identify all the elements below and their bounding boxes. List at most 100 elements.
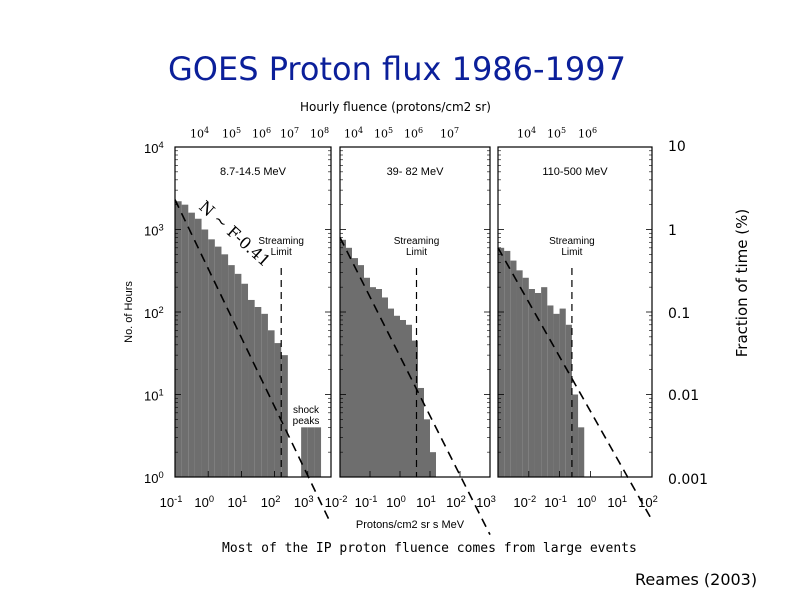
x-tick-label: 101	[607, 494, 627, 510]
histogram-bar	[504, 250, 511, 477]
histogram-bar	[430, 452, 436, 477]
x-tick-label: 102	[446, 494, 466, 510]
fluence-tick: 107	[440, 126, 459, 141]
fluence-tick: 106	[404, 126, 423, 141]
histogram-bar	[352, 258, 358, 477]
panel-energy-label: 8.7-14.5 MeV	[220, 166, 287, 178]
streaming-limit-label: Streaming Limit	[549, 236, 595, 258]
histogram-bar	[565, 324, 572, 477]
streaming-limit-label: Streaming Limit	[258, 236, 304, 258]
fluence-tick-exponent: 4	[204, 126, 210, 135]
fluence-tick: 106	[252, 126, 271, 141]
histogram-bar	[516, 270, 523, 477]
x-tick-label: 101	[228, 494, 248, 510]
histogram-bar	[228, 265, 235, 477]
histogram-bar	[267, 330, 275, 477]
histogram-bar	[571, 394, 579, 477]
histogram-bar	[388, 308, 394, 477]
histogram-bar	[370, 287, 376, 477]
x-tick-label: 10-1	[544, 494, 567, 510]
histogram-bar	[234, 273, 242, 477]
fraction-tick-label: 10	[668, 139, 686, 155]
fluence-tick: 104	[190, 126, 209, 141]
panel-energy-label: 39- 82 MeV	[387, 166, 445, 178]
histogram-bar	[175, 201, 182, 477]
x-tick-label: 100	[386, 494, 406, 510]
y-tick-label: 101	[144, 388, 164, 404]
fluence-tick: 105	[374, 126, 393, 141]
x-tick-label: 10-1	[160, 494, 183, 510]
streaming-limit-label: Streaming Limit	[394, 236, 440, 258]
fluence-tick: 105	[547, 126, 566, 141]
fluence-tick: 107	[280, 126, 299, 141]
histogram-bar	[578, 427, 585, 477]
citation: Reames (2003)	[635, 570, 758, 589]
histogram-bar	[301, 427, 308, 477]
fluence-tick-base: 10	[547, 127, 561, 141]
histogram-bar	[248, 299, 255, 477]
fluence-tick: 108	[310, 126, 329, 141]
histogram-bar	[358, 265, 364, 477]
power-law-fit-line	[339, 237, 491, 536]
chart-layer: 10-1 100 101 102 103 8.7-14.5 MeV Streaming Lim…	[123, 140, 658, 536]
fluence-tick-exponent: 5	[388, 126, 394, 135]
fluence-tick-base: 10	[517, 127, 531, 141]
fluence-tick-exponent: 7	[294, 126, 300, 135]
histogram-bar	[221, 254, 229, 477]
histogram-bar	[281, 355, 288, 477]
fluence-tick-exponent: 6	[592, 126, 598, 135]
fraction-tick-label: 0.1	[668, 306, 691, 322]
chart-panel: 10-1 100 101 102 103 8.7-14.5 MeV Streaming Lim…	[160, 146, 332, 525]
histogram-bar	[314, 427, 322, 477]
fraction-tick-label: 0.01	[668, 388, 700, 404]
histogram-bar	[307, 427, 315, 477]
histogram-bar	[424, 419, 430, 477]
fluence-tick-base: 10	[374, 127, 388, 141]
histogram-bar	[241, 283, 249, 477]
slide-title: GOES Proton flux 1986-1997	[168, 50, 626, 88]
histogram-bar	[208, 239, 215, 477]
chart-panel: 10-2 10-1 100 101 102 103 39- 82 MeV Streaming L…	[325, 146, 496, 536]
histogram-bar	[528, 289, 535, 477]
fluence-tick-exponent: 6	[418, 126, 424, 135]
histogram-bar	[522, 277, 529, 477]
fraction-tick-label: 0.001	[668, 472, 709, 488]
fluence-tick-exponent: 4	[531, 126, 537, 135]
histogram-bar	[188, 212, 195, 477]
fraction-axis-label: Fraction of time (%)	[733, 208, 751, 358]
x-axis-title: Protons/cm2 sr s MeV	[356, 519, 465, 531]
x-tick-label: 101	[416, 494, 436, 510]
histogram-bar	[547, 305, 554, 477]
histogram-bar	[559, 308, 566, 477]
fluence-tick-base: 10	[440, 127, 454, 141]
fluence-tick-base: 10	[222, 127, 236, 141]
histogram-bar	[541, 287, 548, 477]
histogram-bar	[201, 229, 209, 477]
fluence-tick-base: 10	[344, 127, 358, 141]
y-tick-label: 102	[144, 305, 164, 321]
x-tick-label: 100	[194, 494, 214, 510]
x-tick-label: 10-2	[513, 494, 536, 510]
fluence-tick-exponent: 6	[266, 126, 272, 135]
histogram-bar	[394, 315, 400, 477]
histogram-bar	[181, 204, 189, 477]
x-tick-label: 103	[294, 494, 314, 510]
fluence-tick-base: 10	[310, 127, 324, 141]
fluence-tick-base: 10	[190, 127, 204, 141]
histogram-bar	[418, 387, 424, 477]
fraction-tick-label: 1	[668, 223, 677, 239]
histogram-bar	[510, 260, 517, 477]
histogram-bar	[376, 289, 382, 477]
histogram-bar	[534, 292, 542, 477]
histogram-bar	[412, 340, 418, 477]
histogram-bar	[261, 313, 268, 477]
histogram-bar	[400, 319, 406, 477]
y-tick-label: 104	[144, 140, 164, 156]
histogram-bar	[254, 306, 262, 477]
fluence-tick-exponent: 4	[358, 126, 364, 135]
histogram-bar	[364, 277, 370, 477]
fluence-tick-exponent: 5	[236, 126, 242, 135]
fluence-tick-exponent: 5	[561, 126, 567, 135]
